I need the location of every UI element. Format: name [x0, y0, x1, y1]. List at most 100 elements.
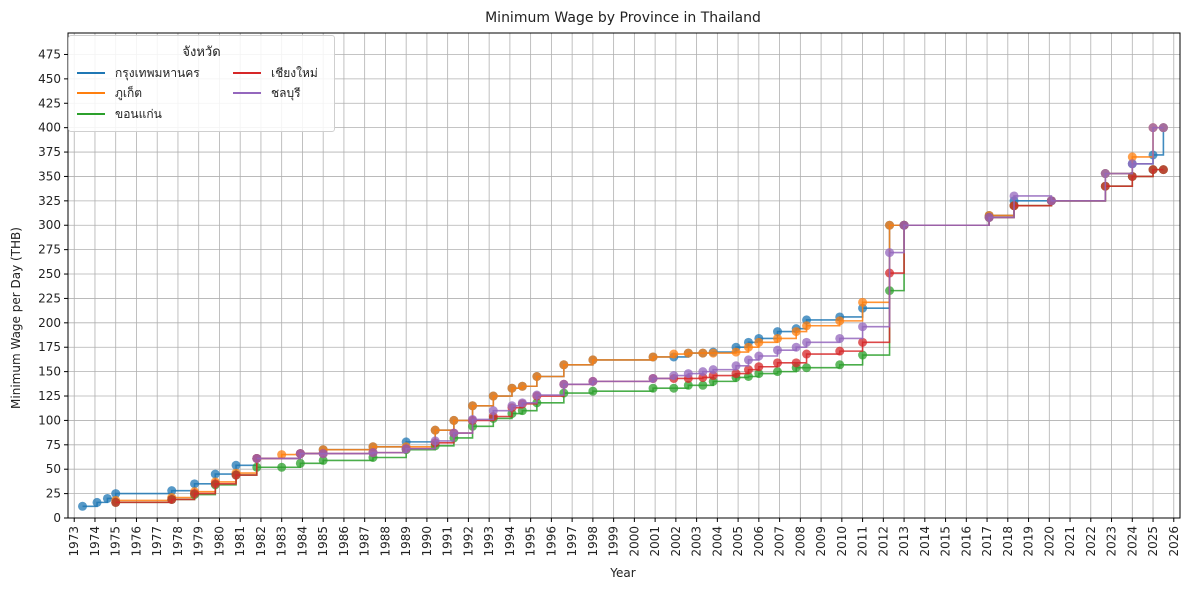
data-point [190, 479, 200, 489]
y-tick-label: 375 [38, 145, 61, 159]
legend-label: กรุงเทพมหานคร [115, 65, 200, 80]
x-tick-label: 2016 [959, 526, 973, 557]
data-point [318, 455, 328, 465]
data-point [1148, 123, 1158, 133]
data-point [1046, 196, 1056, 206]
data-point [754, 362, 764, 372]
data-point [835, 346, 845, 356]
y-axis-label: Minimum Wage per Day (THB) [9, 227, 23, 409]
data-point [488, 406, 498, 416]
data-point [368, 448, 378, 458]
data-point [588, 355, 598, 365]
y-tick-label: 125 [38, 389, 61, 403]
data-point [1148, 165, 1158, 175]
series-5 [252, 123, 1168, 463]
x-tick-label: 2010 [835, 526, 849, 557]
data-point [773, 333, 783, 343]
data-point [802, 363, 812, 373]
x-tick-label: 2004 [710, 526, 724, 557]
legend-item: ชลบุรี [233, 84, 301, 102]
x-tick-label: 1997 [565, 526, 579, 557]
data-point [295, 458, 305, 468]
legend: จังหวัด กรุงเทพมหานคร ภูเก็ต ขอนแก่น เชียงใ… [68, 35, 335, 132]
series-1 [78, 123, 1168, 511]
x-tick-label: 1999 [607, 526, 621, 557]
data-point [669, 349, 679, 359]
x-tick-label: 1986 [337, 526, 351, 557]
x-tick-label: 2012 [876, 526, 890, 557]
data-point [899, 220, 909, 230]
y-tick-label: 400 [38, 121, 61, 135]
y-tick-label: 200 [38, 316, 61, 330]
data-point [401, 444, 411, 454]
data-point [111, 497, 121, 507]
x-tick-label: 1982 [254, 526, 268, 557]
x-tick-label: 2009 [814, 526, 828, 557]
data-point [802, 349, 812, 359]
chart-title: Minimum Wage by Province in Thailand [485, 10, 761, 26]
data-point [231, 470, 241, 480]
x-tick-label: 2011 [856, 526, 870, 557]
x-axis-ticks: 1973 1974 1975 1976 1977 1978 1979 1980 1981 1982… [67, 518, 1181, 557]
series-4 [111, 165, 1168, 507]
x-tick-label: 1990 [420, 526, 434, 557]
data-point [167, 486, 177, 496]
x-tick-label: 1996 [544, 526, 558, 557]
legend-item: เชียงใหม่ [233, 64, 318, 82]
legend-swatch [77, 92, 105, 94]
x-tick-label: 2013 [897, 526, 911, 557]
data-point [588, 386, 598, 396]
y-tick-label: 450 [38, 72, 61, 86]
data-point [773, 327, 783, 337]
data-point [102, 493, 112, 503]
data-point [559, 360, 569, 370]
series-line [82, 127, 1165, 508]
x-tick-label: 1980 [212, 526, 226, 557]
series-line [115, 168, 1164, 504]
data-point [669, 383, 679, 393]
data-point [743, 365, 753, 375]
x-tick-label: 1989 [399, 526, 413, 557]
data-point [698, 380, 708, 390]
x-tick-label: 2015 [939, 526, 953, 557]
data-point [835, 333, 845, 343]
data-point [210, 469, 220, 479]
y-tick-label: 250 [38, 267, 61, 281]
x-tick-label: 2017 [980, 526, 994, 557]
x-tick-label: 1991 [441, 526, 455, 557]
x-tick-label: 2005 [731, 526, 745, 557]
data-point [517, 398, 527, 408]
data-point [231, 460, 241, 470]
data-point [683, 369, 693, 379]
data-point [532, 390, 542, 400]
legend-item: ขอนแก่น [77, 105, 162, 123]
data-point [1127, 152, 1137, 162]
x-tick-label: 1981 [233, 526, 247, 557]
data-point [318, 449, 328, 459]
legend-item: กรุงเทพมหานคร [77, 64, 200, 82]
y-tick-label: 150 [38, 365, 61, 379]
x-tick-label: 2023 [1105, 526, 1119, 557]
plot-area-frame [67, 32, 1181, 519]
data-point [773, 358, 783, 368]
data-point [1100, 169, 1110, 179]
x-tick-label: 1992 [461, 526, 475, 557]
grid-lines [68, 33, 1180, 519]
x-tick-label: 2008 [793, 526, 807, 557]
data-point [858, 322, 868, 332]
x-tick-label: 1994 [503, 526, 517, 557]
y-axis-ticks: 0 25 50 75 100 125 150 175 200 225 250 275 300 325 350… [38, 47, 68, 525]
data-point [430, 436, 440, 446]
x-tick-label: 1985 [316, 526, 330, 557]
data-point [277, 462, 287, 472]
y-tick-label: 350 [38, 169, 61, 183]
data-point [430, 425, 440, 435]
x-tick-label: 1995 [524, 526, 538, 557]
data-point [698, 348, 708, 358]
data-point [773, 367, 783, 377]
y-tick-label: 75 [46, 438, 61, 452]
data-point [277, 450, 287, 460]
data-point [802, 337, 812, 347]
data-point [858, 297, 868, 307]
